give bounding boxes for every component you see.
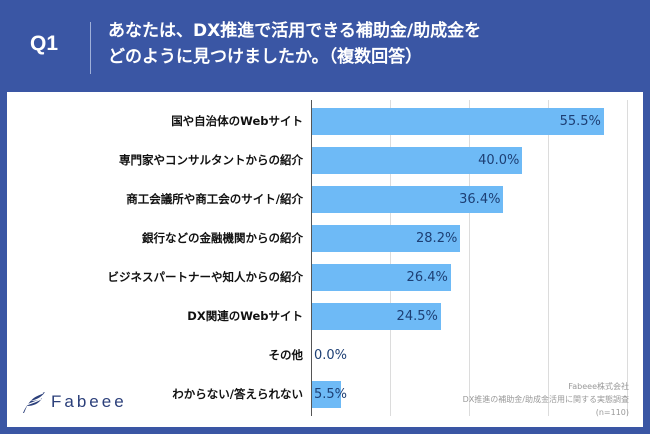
source-survey: DX推進の補助金/助成金活用に関する実態調査 <box>462 395 629 404</box>
gridline <box>547 100 549 416</box>
category-label: 専門家やコンサルタントからの紹介 <box>119 153 303 167</box>
gridline <box>389 100 391 416</box>
question-line-2: どのように見つけましたか。（複数回答） <box>108 47 423 67</box>
value-label: 28.2% <box>416 231 458 246</box>
source-sample-size: (n=110) <box>595 408 629 417</box>
bar <box>312 147 523 174</box>
question-line-1: あなたは、DX推進で活用できる補助金/助成金を <box>108 21 482 41</box>
category-label: 商工会議所や商工会のサイト/紹介 <box>126 192 303 206</box>
source-company: Fabeee株式会社 <box>568 382 629 391</box>
value-label: 55.5% <box>559 114 601 129</box>
value-label: 36.4% <box>459 192 501 207</box>
feather-logo-icon <box>23 392 45 413</box>
category-label: 銀行などの金融機関からの紹介 <box>142 231 303 245</box>
value-label: 40.0% <box>478 153 520 168</box>
value-label: 0.0% <box>314 348 348 363</box>
header: Q1 あなたは、DX推進で活用できる補助金/助成金を どのように見つけましたか。… <box>0 0 650 92</box>
y-axis-line <box>311 100 312 416</box>
gridline <box>468 100 470 416</box>
category-label: ビジネスパートナーや知人からの紹介 <box>107 270 304 284</box>
bar <box>312 381 341 408</box>
gridline <box>626 100 628 416</box>
category-label: その他 <box>268 348 304 362</box>
bar <box>312 303 441 330</box>
category-label: 国や自治体のWebサイト <box>171 114 303 128</box>
source-note: Fabeee株式会社 DX推進の補助金/助成金活用に関する実態調査 (n=110… <box>463 380 629 419</box>
value-label: 26.4% <box>406 270 448 285</box>
question-text: あなたは、DX推進で活用できる補助金/助成金を どのように見つけましたか。（複数… <box>108 18 628 70</box>
value-label: 24.5% <box>396 309 438 324</box>
header-divider <box>90 22 91 74</box>
logo-text: Fabeee <box>51 392 127 411</box>
fabeee-logo: Fabeee <box>21 390 127 414</box>
bar <box>312 108 604 135</box>
bar <box>312 225 461 252</box>
value-label: 5.5% <box>314 387 348 402</box>
bar <box>312 264 451 291</box>
category-label: わからない/答えられない <box>172 387 303 401</box>
category-label: DX関連のWebサイト <box>187 309 303 323</box>
chart-panel: 国や自治体のWebサイト 55.5% 専門家やコンサルタントからの紹介 40.0% 商工… <box>7 92 643 427</box>
bar-chart: 国や自治体のWebサイト 55.5% 専門家やコンサルタントからの紹介 40.0% 商工… <box>7 92 643 427</box>
question-id: Q1 <box>30 32 59 55</box>
bar <box>312 186 504 213</box>
